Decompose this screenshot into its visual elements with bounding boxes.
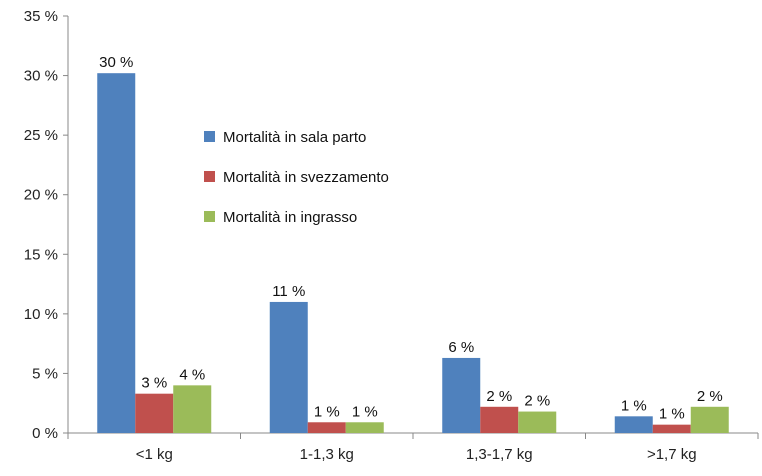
bar [518, 411, 557, 433]
bar [480, 406, 519, 433]
x-tick-label: <1 kg [136, 446, 173, 463]
legend-swatch [204, 171, 215, 182]
data-label: 1 % [659, 406, 685, 423]
data-label: 3 % [141, 375, 167, 392]
y-tick-label: 35 % [24, 8, 58, 25]
y-tick-label: 10 % [24, 306, 58, 323]
x-tick-label: >1,7 kg [647, 446, 697, 463]
legend-swatch [204, 211, 215, 222]
legend-entry: Mortalità in sala parto [223, 129, 366, 146]
bar [173, 385, 212, 433]
chart-data-labels: 30 % 3 % 4 % 11 % 1 % 1 % 6 % 2 % 2 % 1 % 1 % 2 % [99, 54, 723, 422]
y-tick-label: 0 % [32, 425, 58, 442]
bar [652, 424, 691, 433]
bar [442, 357, 481, 433]
chart-bars [97, 73, 729, 433]
bar [614, 416, 653, 433]
x-tick-label: 1-1,3 kg [300, 446, 354, 463]
bar [690, 406, 729, 433]
legend-entry: Mortalità in ingrasso [223, 209, 357, 226]
data-label: 2 % [486, 388, 512, 405]
y-tick-label: 30 % [24, 68, 58, 85]
data-label: 1 % [352, 403, 378, 420]
bar [269, 301, 308, 433]
bar [97, 73, 136, 433]
y-tick-label: 25 % [24, 127, 58, 144]
data-label: 1 % [314, 403, 340, 420]
x-tick-label: 1,3-1,7 kg [466, 446, 533, 463]
data-label: 11 % [272, 283, 305, 300]
data-label: 2 % [697, 388, 723, 405]
bar [307, 422, 346, 433]
legend-entry: Mortalità in svezzamento [223, 169, 389, 186]
data-label: 4 % [179, 366, 205, 383]
data-label: 30 % [99, 54, 133, 71]
bar [135, 393, 174, 433]
legend-swatch [204, 131, 215, 142]
data-label: 1 % [621, 397, 647, 414]
y-tick-label: 20 % [24, 187, 58, 204]
chart-axes: 0 % 5 % 10 % 15 % 20 % 25 % 30 % 35 % <1 kg 1-1,3… [24, 8, 759, 463]
bar [345, 422, 384, 433]
y-tick-label: 5 % [32, 365, 58, 382]
data-label: 2 % [524, 393, 550, 410]
chart-legend: Mortalità in sala parto Mortalità in svez… [204, 129, 389, 226]
y-tick-label: 15 % [24, 246, 58, 263]
data-label: 6 % [448, 339, 474, 356]
